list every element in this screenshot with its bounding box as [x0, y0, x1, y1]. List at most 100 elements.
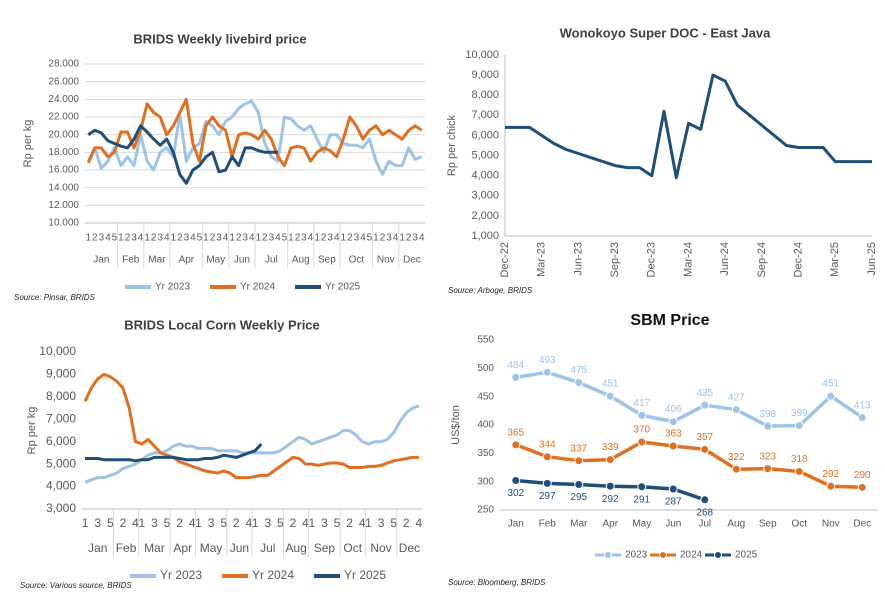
x-tick-label: 1 [314, 233, 320, 244]
x-tick-label: 4 [138, 233, 144, 244]
point [637, 482, 647, 492]
y-tick-label: 4,000 [46, 479, 76, 493]
x-tick-label: 4 [419, 233, 425, 244]
x-tick-label: 4 [105, 233, 111, 244]
x-tick-label: 3 [378, 516, 385, 530]
chart-title: BRIDS Local Corn Weekly Price [124, 317, 320, 332]
series-line [85, 442, 263, 463]
data-label: 292 [822, 469, 839, 480]
x-tick-label: 1 [340, 233, 346, 244]
x-tick-label: 2 [321, 233, 327, 244]
x-tick-label: Jul [698, 519, 711, 530]
x-tick-label: 2 [346, 516, 353, 530]
month-label: Apr [173, 541, 192, 555]
x-tick-label: Mar-25 [829, 242, 841, 277]
x-tick-label: 1 [85, 233, 91, 244]
data-label: 451 [822, 379, 839, 390]
y-tick-label: 400 [477, 420, 494, 431]
point [511, 476, 521, 486]
y-axis-label: Rp per chick [446, 114, 458, 176]
y-tick-label: 350 [477, 448, 494, 459]
month-label: Dec [399, 541, 420, 555]
y-tick-label: 500 [477, 363, 494, 374]
point [637, 437, 647, 447]
y-tick-label: 4,000 [471, 170, 499, 182]
point [574, 378, 584, 387]
month-label: Apr [179, 255, 195, 266]
y-axis-label: Rp per kg [26, 407, 38, 455]
x-tick-label: 2 [290, 516, 297, 530]
x-tick-label: 4 [223, 233, 229, 244]
point [574, 456, 584, 466]
x-tick-label: 4 [359, 516, 366, 530]
x-tick-label: Dec-23 [646, 242, 658, 277]
y-tick-label: 10,000 [465, 49, 499, 61]
data-label: 363 [665, 429, 682, 440]
x-tick-label: 3 [99, 233, 105, 244]
data-label: 413 [854, 400, 871, 411]
y-tick-label: 18.000 [48, 147, 79, 158]
x-tick-label: 1 [170, 233, 176, 244]
x-tick-label: 2 [233, 516, 240, 530]
y-tick-label: 8,000 [46, 389, 76, 403]
legend-label: Yr 2023 [155, 282, 190, 293]
data-label: 398 [759, 409, 776, 420]
x-tick-label: Jun [665, 519, 681, 530]
month-label: Aug [285, 541, 306, 555]
month-label: Feb [116, 541, 137, 555]
data-label: 318 [791, 454, 808, 465]
x-tick-label: 2 [125, 233, 131, 244]
point [511, 372, 521, 382]
x-tick-label: 3 [354, 233, 360, 244]
month-label: Mar [148, 255, 166, 266]
x-tick-label: 4 [302, 516, 309, 530]
y-tick-label: 12.000 [48, 200, 79, 211]
x-tick-label: 3 [131, 233, 137, 244]
data-label: 337 [570, 443, 587, 454]
source: Source: Arboge, BRIDS [448, 286, 533, 295]
legend-label: 2023 [625, 550, 648, 561]
legend-label: Yr 2024 [252, 568, 294, 582]
x-tick-label: 3 [386, 233, 392, 244]
x-tick-label: 4 [275, 233, 281, 244]
data-label: 339 [602, 442, 619, 453]
x-tick-label: 4 [246, 516, 253, 530]
series-line [505, 73, 872, 180]
x-tick-label: Dec-24 [793, 242, 805, 277]
point [731, 464, 741, 474]
x-tick-label: Feb [539, 519, 557, 530]
y-tick-label: 8,000 [471, 89, 499, 101]
y-tick-label: 6,000 [471, 129, 499, 141]
data-label: 451 [602, 379, 619, 390]
data-label: 493 [539, 355, 556, 366]
x-tick-label: 3 [216, 233, 222, 244]
y-tick-label: 5,000 [46, 456, 76, 470]
x-tick-label: 4 [308, 233, 314, 244]
point [605, 481, 615, 491]
point [700, 400, 710, 410]
data-label: 287 [665, 497, 682, 508]
y-tick-label: 9,000 [46, 367, 76, 381]
source: Source: Various source, BRIDS [20, 581, 132, 590]
x-tick-label: 2 [262, 233, 268, 244]
y-tick-label: 10.000 [48, 218, 79, 229]
y-axis-label: Rp per kg [22, 120, 34, 168]
x-tick-label: 3 [184, 233, 190, 244]
point [826, 481, 836, 491]
point [700, 444, 710, 454]
data-label: 406 [665, 404, 682, 415]
x-tick-label: 3 [157, 233, 163, 244]
point [731, 405, 741, 415]
point [857, 413, 867, 423]
point [605, 391, 615, 401]
data-label: 290 [854, 470, 871, 481]
month-label: Jun [230, 541, 249, 555]
month-label: Nov [377, 255, 395, 266]
x-tick-label: 1 [255, 233, 261, 244]
x-tick-label: 1 [195, 516, 202, 530]
chart-title: Wonokoyo Super DOC - East Java [560, 25, 771, 40]
x-tick-label: 3 [94, 516, 101, 530]
y-tick-label: 250 [477, 505, 494, 516]
x-tick-label: 3 [301, 233, 307, 244]
